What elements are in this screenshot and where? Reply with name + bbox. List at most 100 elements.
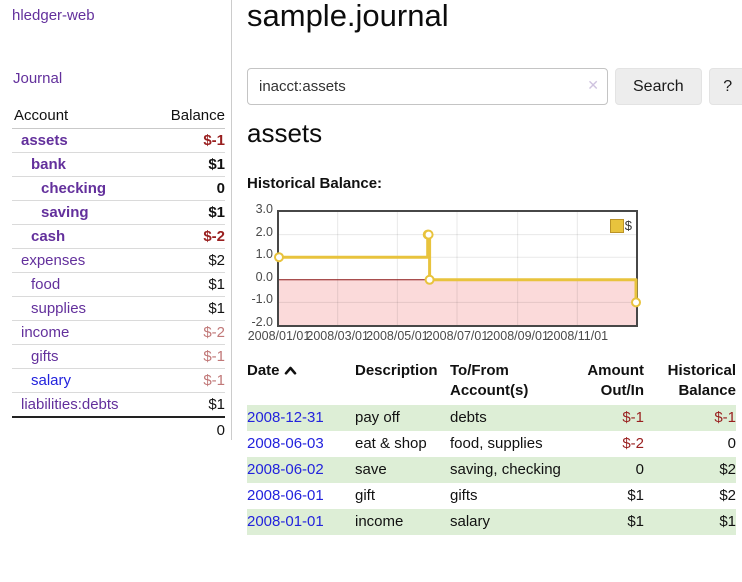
account-cell: supplies xyxy=(12,296,152,321)
account-cell: gifts xyxy=(12,344,152,369)
x-tick-label: 2008/11/01 xyxy=(546,329,609,343)
accounts-header-row: Account Balance xyxy=(12,104,225,129)
account-balance: $-1 xyxy=(151,344,225,369)
account-row: assets $-1 xyxy=(12,129,225,153)
transaction-description: income xyxy=(355,513,404,530)
account-link[interactable]: liabilities:debts xyxy=(21,396,119,413)
account-heading: assets xyxy=(247,118,323,148)
register-header-amount: Amount Out/In xyxy=(587,362,644,399)
account-balance: $-1 xyxy=(151,368,225,393)
account-row: salary $-1 xyxy=(12,368,225,393)
transaction-accounts: saving, checking xyxy=(450,461,561,478)
search-button[interactable]: Search xyxy=(615,68,702,105)
account-row: cash $-2 xyxy=(12,224,225,249)
transaction-date-link[interactable]: 2008-06-03 xyxy=(247,435,324,452)
transaction-description: pay off xyxy=(355,409,400,426)
account-link[interactable]: saving xyxy=(41,204,89,221)
account-balance: $2 xyxy=(151,248,225,273)
account-cell: income xyxy=(12,320,152,345)
account-row: liabilities:debts $1 xyxy=(12,392,225,417)
y-tick-label: 3.0 xyxy=(255,202,273,216)
transaction-balance: $1 xyxy=(719,513,736,530)
account-balance: $-2 xyxy=(151,224,225,249)
account-row: saving $1 xyxy=(12,200,225,225)
account-balance: $-1 xyxy=(203,132,225,149)
y-tick-label: 0.0 xyxy=(255,269,273,284)
account-link[interactable]: bank xyxy=(31,156,67,173)
negative-region xyxy=(279,279,636,325)
account-row: checking 0 xyxy=(12,176,225,201)
accounts-header-balance: Balance xyxy=(151,104,225,129)
transaction-amount: 0 xyxy=(635,461,644,478)
account-link[interactable]: expenses xyxy=(21,252,86,269)
transaction-row: 2008-06-03 eat & shop food, supplies $-2 0 xyxy=(247,431,736,457)
transaction-description: gift xyxy=(355,487,376,504)
register-header-date[interactable]: Date xyxy=(247,359,355,405)
x-tick-label: 2008/03/01 xyxy=(306,329,369,343)
transaction-row: 2008-06-01 gift gifts $1 $2 xyxy=(247,483,736,509)
account-link[interactable]: salary xyxy=(31,372,72,389)
chart-plot-area: $ xyxy=(274,210,641,327)
transaction-date-link[interactable]: 2008-06-02 xyxy=(247,461,324,478)
search-input[interactable] xyxy=(247,68,608,105)
search-box: ✕ xyxy=(247,68,608,105)
transaction-date-cell: 2008-01-01 xyxy=(247,509,355,535)
transaction-accounts: salary xyxy=(450,513,491,530)
register-header-description: Description xyxy=(355,362,438,379)
accounts-table: Account Balance assets $-1 bank $1 checking 0… xyxy=(12,104,225,443)
account-link[interactable]: income xyxy=(21,324,70,341)
account-link[interactable]: food xyxy=(31,276,61,293)
transaction-accounts: debts xyxy=(450,409,487,426)
account-link[interactable]: cash xyxy=(31,228,66,245)
account-cell: expenses xyxy=(12,248,152,273)
transaction-date-cell: 2008-12-31 xyxy=(247,405,355,431)
account-link[interactable]: checking xyxy=(41,180,107,197)
x-tick-label: 2008/01/01 xyxy=(247,329,311,343)
y-tick-label: -1.0 xyxy=(251,292,273,307)
transaction-amount: $-2 xyxy=(622,435,644,452)
chart-canvas xyxy=(274,212,641,325)
account-balance: $1 xyxy=(151,200,225,225)
historical-balance-chart: 3.0 2.0 1.0 0.0 -1.0 -2.0 $ 2008/01/01 2008/03… xyxy=(247,202,687,347)
x-tick-label: 2008/07/01 xyxy=(425,329,489,343)
data-point xyxy=(423,229,434,240)
transaction-description: eat & shop xyxy=(355,435,427,452)
register-header-accounts: To/From Account(s) xyxy=(450,362,529,399)
register-header-balance: Historical Balance xyxy=(667,362,736,399)
account-row: food $1 xyxy=(12,272,225,297)
transaction-date-cell: 2008-06-01 xyxy=(247,483,355,509)
transaction-balance: $2 xyxy=(719,461,736,478)
account-balance: 0 xyxy=(151,176,225,201)
account-balance: $1 xyxy=(151,296,225,321)
accounts-total-value: 0 xyxy=(151,416,225,443)
register-header-row: Date Description To/From Account(s) Amou… xyxy=(247,359,736,405)
chart-title: Historical Balance: xyxy=(247,175,383,192)
account-link[interactable]: gifts xyxy=(31,348,59,365)
account-cell: salary xyxy=(12,368,152,393)
accounts-total-spacer xyxy=(12,416,152,443)
sidebar-item-journal[interactable]: Journal xyxy=(13,70,63,87)
data-point xyxy=(274,252,284,263)
transaction-date-cell: 2008-06-03 xyxy=(247,431,355,457)
account-link[interactable]: supplies xyxy=(31,300,87,317)
account-cell: checking xyxy=(12,176,152,201)
help-button[interactable]: ? xyxy=(708,68,742,105)
transaction-amount: $1 xyxy=(627,513,644,530)
search-row: ✕ Search ? xyxy=(247,68,742,105)
register-header-date-label: Date xyxy=(247,362,280,379)
transaction-date-link[interactable]: 2008-01-01 xyxy=(247,513,324,530)
account-cell: liabilities:debts xyxy=(12,392,152,417)
sidebar: hledger-web Journal Account Balance asse… xyxy=(0,0,232,443)
clear-search-icon[interactable]: ✕ xyxy=(587,77,599,93)
account-link[interactable]: assets xyxy=(21,132,68,149)
y-tick-label: -2.0 xyxy=(251,315,273,329)
account-balance: $1 xyxy=(151,152,225,177)
transaction-date-link[interactable]: 2008-06-01 xyxy=(247,487,324,504)
app-brand-link[interactable]: hledger-web xyxy=(12,7,95,24)
transaction-date-link[interactable]: 2008-12-31 xyxy=(247,409,324,426)
main-content: sample.journal ✕ Search ? assets Histori… xyxy=(247,0,742,582)
register-table: Date Description To/From Account(s) Amou… xyxy=(247,359,736,535)
x-tick-label: 2008/09/01 xyxy=(486,329,549,343)
transaction-row: 2008-12-31 pay off debts $-1 $-1 xyxy=(247,405,736,431)
sort-asc-icon xyxy=(284,366,296,375)
